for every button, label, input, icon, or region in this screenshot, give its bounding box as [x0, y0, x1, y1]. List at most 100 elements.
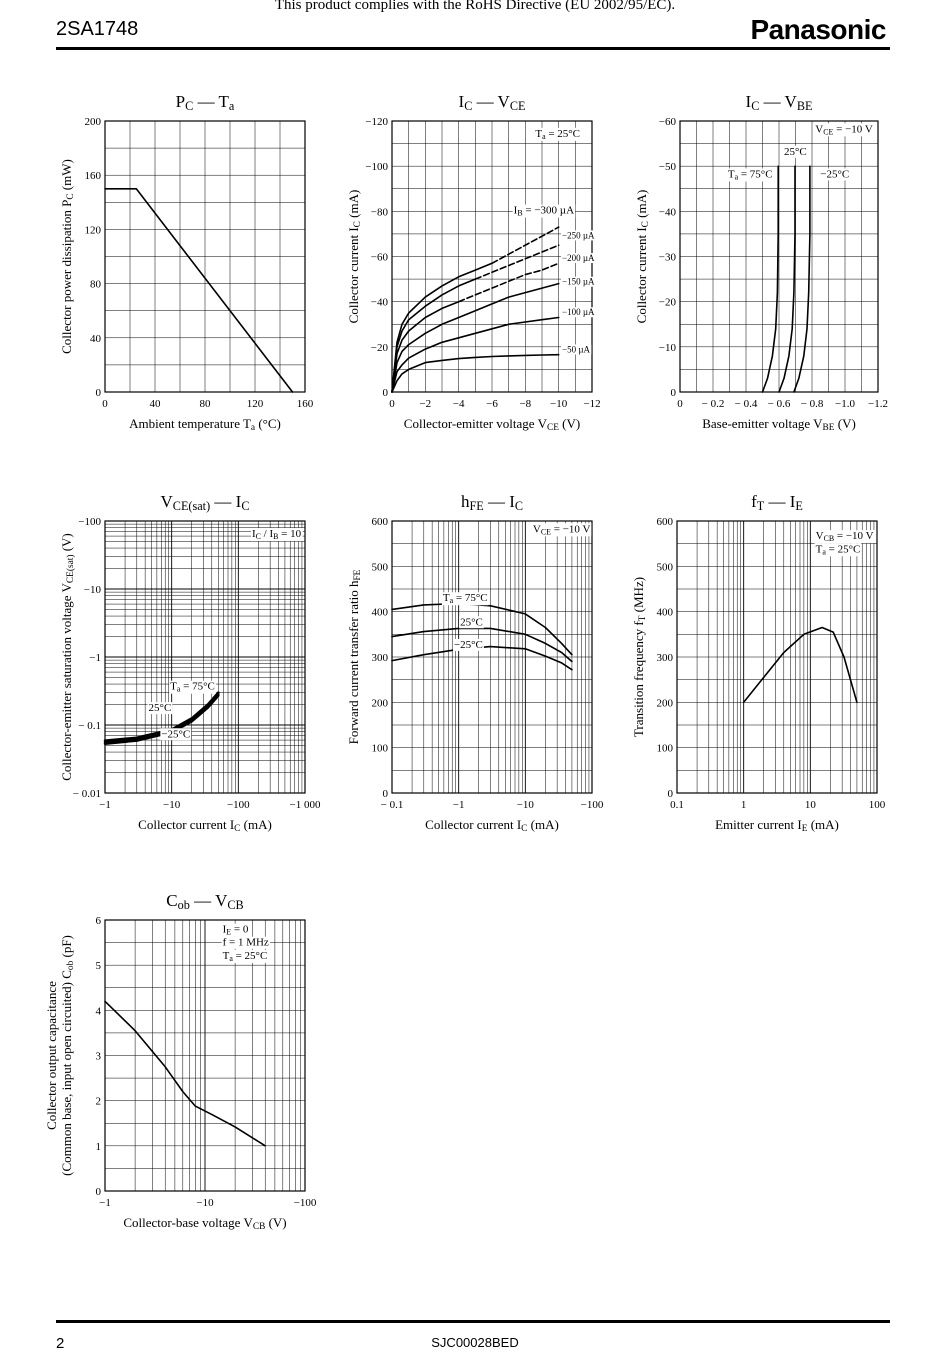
y-tick-label: 200 — [372, 697, 389, 709]
footer-rule — [56, 1320, 890, 1323]
y-tick-label: −40 — [659, 206, 677, 218]
x-tick-label: −1 — [453, 799, 465, 811]
chart-annotation: VCB = −10 V — [816, 530, 874, 543]
x-tick-label: −100 — [581, 799, 604, 811]
y-tick-label: − 0.01 — [73, 788, 101, 800]
chart-annotation: −25°C — [161, 728, 190, 740]
y-tick-label: 500 — [657, 561, 674, 573]
annotation-backing — [561, 344, 592, 355]
annotation-backing — [534, 127, 582, 141]
annotation-backing — [512, 204, 576, 218]
y-axis-label: Collector power dissipation PC (mW) — [59, 159, 76, 354]
series-line — [391, 300, 460, 393]
x-tick-label: −6 — [486, 398, 498, 410]
x-tick-label: − 0.6 — [768, 398, 791, 410]
x-axis-label: Base-emitter voltage VBE (V) — [702, 416, 856, 433]
y-tick-label: 5 — [96, 960, 102, 972]
x-axis-label: Collector-emitter voltage VCE (V) — [404, 416, 580, 433]
annotation-backing — [814, 543, 862, 557]
series-line-dashed — [457, 262, 560, 303]
y-tick-label: 0 — [96, 387, 102, 399]
x-tick-label: 0 — [389, 398, 395, 410]
x-tick-label: 0.1 — [670, 799, 684, 811]
chart-ic_vbe: 0 − 0.2 − 0.4 − 0.6 − 0.8 −1.0 −1.2 0 −10 −20 −30 −… — [634, 92, 888, 433]
x-tick-label: −100 — [294, 1197, 317, 1209]
y-tick-label: 0 — [668, 788, 674, 800]
chart-vcesat_ic: −1 −10 −100 −1 000 − 0.01 − 0.1 −1 −10 −100 VCE(s… — [59, 492, 321, 834]
chart-annotation: Ta = 75°C — [728, 168, 773, 181]
chart-annotation: Ta = 25°C — [223, 950, 268, 963]
x-tick-label: 160 — [297, 398, 314, 410]
y-tick-label: 6 — [96, 915, 102, 927]
annotation-backing — [561, 276, 597, 287]
plot-frame — [391, 520, 593, 794]
annotation-backing — [561, 230, 597, 241]
annotation-backing — [169, 680, 216, 694]
annotation-backing — [561, 253, 597, 264]
x-tick-label: −8 — [519, 398, 531, 410]
x-tick-label: −4 — [453, 398, 465, 410]
y-axis-label: Collector current IC (mA) — [346, 190, 363, 324]
chart-annotation: f = 1 MHz — [223, 937, 269, 949]
chart-title: fT — IE — [751, 492, 803, 513]
series-line — [391, 282, 560, 393]
annotation-backing — [814, 123, 874, 137]
y-axis-label: Forward current transfer ratio hFE — [346, 569, 363, 744]
x-tick-label: −12 — [583, 398, 600, 410]
chart-title: Cob — VCB — [166, 891, 243, 912]
page-number: 2 — [56, 1335, 65, 1352]
chart-hfe_ic: − 0.1 −1 −10 −100 0 100 200 300 400 500 600 hFE — I… — [346, 492, 604, 834]
chart-annotation: −150 µA — [562, 277, 595, 287]
y-tick-label: 100 — [372, 743, 389, 755]
y-tick-label: 500 — [372, 561, 389, 573]
series-line — [778, 165, 796, 393]
series-line — [793, 165, 811, 393]
series-line — [391, 316, 560, 393]
chart-annotation: Ta = 75°C — [170, 681, 215, 694]
y-tick-label: 0 — [671, 387, 677, 399]
chart-annotation: Ta = 25°C — [816, 543, 861, 556]
x-tick-label: 100 — [869, 799, 886, 811]
x-tick-label: 0 — [102, 398, 108, 410]
annotation-backing — [561, 307, 597, 318]
y-tick-label: 0 — [383, 387, 389, 399]
plot-frame — [104, 120, 306, 393]
series-line — [391, 278, 477, 393]
x-tick-label: − 0.2 — [702, 398, 725, 410]
y-tick-label: 120 — [85, 224, 102, 236]
x-tick-label: −10 — [196, 1197, 214, 1209]
chart-annotation: −25°C — [454, 639, 483, 651]
y-tick-label: 600 — [657, 516, 674, 528]
annotation-backing — [441, 592, 489, 606]
chart-pc_ta: 0 40 80 120 160 0 40 80 120 160 200 PC — Ta Ambient … — [59, 92, 314, 433]
chart-annotation: VCE = −10 V — [533, 523, 591, 536]
header-rule — [56, 47, 890, 50]
y-axis-label: Transition frequency fT (MHz) — [631, 577, 648, 737]
x-tick-label: 0 — [677, 398, 683, 410]
annotation-backing — [814, 530, 875, 544]
series-line — [391, 262, 493, 393]
series-line — [391, 602, 573, 656]
chart-title: VCE(sat) — IC — [161, 492, 250, 513]
chart-title: hFE — IC — [461, 492, 523, 513]
series-line-dashed — [474, 244, 560, 280]
x-axis-label: Collector current IC (mA) — [138, 817, 272, 834]
part-number: 2SA1748 — [56, 18, 139, 40]
series-line — [391, 353, 560, 393]
y-tick-label: 4 — [96, 1005, 102, 1017]
x-tick-label: −1 000 — [290, 799, 321, 811]
annotation-backing — [531, 523, 592, 537]
chart-annotation: Ta = 25°C — [535, 128, 580, 141]
x-tick-label: −10 — [517, 799, 535, 811]
annotation-backing — [250, 528, 303, 542]
x-tick-label: 10 — [805, 799, 817, 811]
annotation-backing — [221, 936, 270, 949]
y-tick-label: −60 — [659, 116, 677, 128]
y-tick-label: −100 — [78, 516, 101, 528]
x-tick-label: −1 — [99, 799, 111, 811]
series-line — [104, 188, 294, 393]
doc-code: SJC00028BED — [431, 1335, 519, 1350]
series-line — [391, 645, 573, 671]
plot-frame — [676, 520, 878, 794]
